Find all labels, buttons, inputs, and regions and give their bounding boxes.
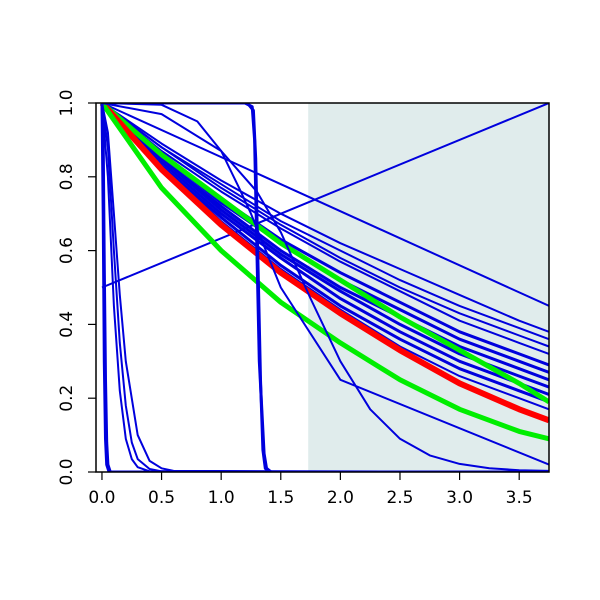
- series-line-2: [101, 103, 549, 307]
- y-tick-label: 1.0: [57, 89, 77, 116]
- x-tick-label: 2.5: [386, 488, 413, 508]
- series-line-1: [101, 103, 549, 289]
- x-tick-label: 1.0: [208, 488, 235, 508]
- axis-layer: 0.0 0.5 1.0 1.5 2.0 2.5 3.0 3.5 0.0 0.2 0.4 0.6 0.8 1…: [57, 89, 533, 508]
- series-line-21: [101, 103, 549, 472]
- y-tick-label: 0.0: [57, 458, 77, 485]
- y-tick-label: 0.4: [57, 311, 77, 338]
- series-line-5: [101, 103, 549, 348]
- y-tick-label: 0.2: [57, 385, 77, 412]
- series-line-15: [99, 103, 549, 424]
- x-tick-label: 0.0: [88, 488, 115, 508]
- series-line-16: [99, 103, 549, 442]
- series-line-23: [101, 103, 549, 472]
- x-tick-label: 3.5: [506, 488, 533, 508]
- series-line-25: [100, 103, 549, 472]
- series-line-20: [102, 103, 549, 472]
- series-line-22: [101, 103, 549, 472]
- x-tick-label: 1.5: [267, 488, 294, 508]
- series-line-18: [101, 103, 549, 466]
- series-line-4: [101, 103, 549, 341]
- series-line-11: [100, 103, 549, 396]
- y-tick-label: 0.8: [57, 163, 77, 190]
- y-tick-label: 0.6: [57, 237, 77, 264]
- series-line-10: [100, 103, 549, 389]
- x-tick-label: 3.0: [446, 488, 473, 508]
- plot-frame: [95, 102, 550, 473]
- series-line-14: [100, 103, 549, 405]
- x-tick-label: 2.0: [327, 488, 354, 508]
- series-line-6: [101, 103, 549, 355]
- series-layer: [99, 103, 549, 472]
- x-tick-label: 0.5: [148, 488, 175, 508]
- series-line-3: [101, 103, 549, 333]
